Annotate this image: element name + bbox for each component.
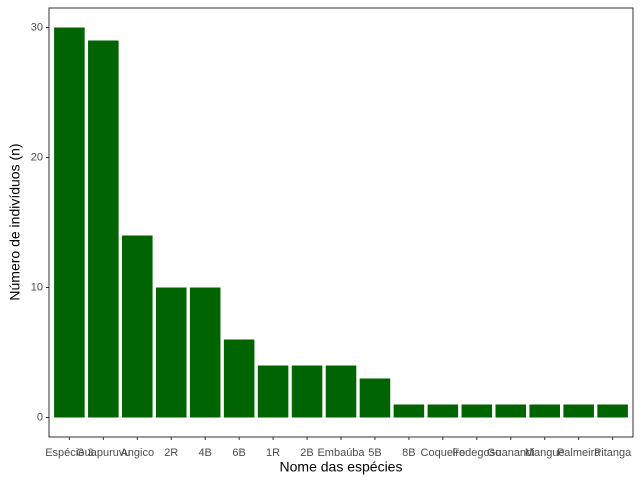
x-tick-label: Angico <box>120 447 154 459</box>
bar <box>189 287 221 418</box>
bar <box>597 404 628 418</box>
x-tick-label: Embaúba <box>317 447 365 459</box>
x-tick-label: 2R <box>164 447 178 459</box>
x-tick-label: 5B <box>368 447 381 459</box>
y-tick-label: 30 <box>31 21 43 33</box>
bar <box>325 365 357 418</box>
y-tick-label: 20 <box>31 151 43 163</box>
x-tick-label: Guapuruvu <box>76 447 130 459</box>
bar <box>359 378 391 418</box>
x-tick-label: 6B <box>232 447 245 459</box>
bar <box>257 365 289 418</box>
x-tick-label: Coqueiro <box>421 447 466 459</box>
x-tick-label: 8B <box>402 447 415 459</box>
bar <box>461 404 493 418</box>
bar <box>291 365 323 418</box>
bar <box>393 404 425 418</box>
bar <box>427 404 459 418</box>
x-tick-label: 2B <box>300 447 313 459</box>
x-axis-title: Nome das espécies <box>280 459 403 475</box>
x-tick-label: Pitanga <box>594 447 632 459</box>
y-tick-label: 0 <box>37 411 43 423</box>
x-tick-label: 1R <box>266 447 280 459</box>
bar <box>223 339 255 418</box>
x-tick-label: Espécie 3 <box>45 447 93 459</box>
bar <box>155 287 187 418</box>
bar <box>529 404 560 418</box>
bar <box>122 235 153 418</box>
bar <box>563 404 594 418</box>
y-axis-title: Número de indivíduos (n) <box>7 143 23 300</box>
x-tick-label: Fedegoso <box>452 447 501 459</box>
x-tick-label: Mangue <box>525 447 565 459</box>
bar <box>54 27 85 418</box>
bar <box>495 404 527 418</box>
y-tick-label: 10 <box>31 281 43 293</box>
x-tick-label: Palmeira <box>557 447 601 459</box>
x-tick-label: 4B <box>198 447 211 459</box>
x-tick-label: Guanandi <box>487 447 535 459</box>
bar <box>88 40 119 418</box>
